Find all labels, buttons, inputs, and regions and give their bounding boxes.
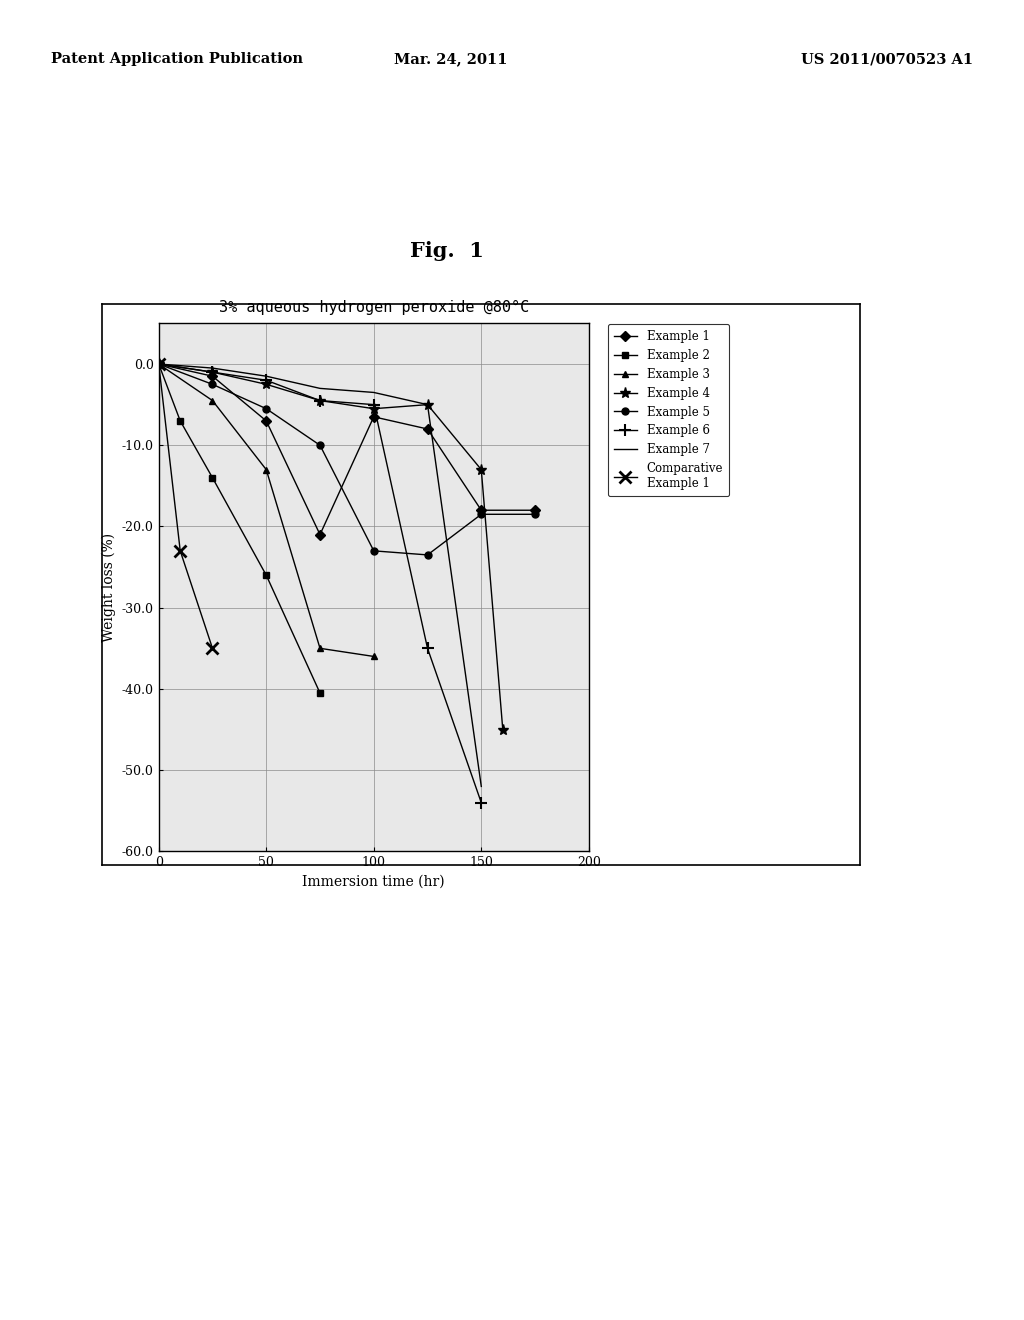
- Example 6: [260, 372, 272, 388]
- Example 7: [475, 779, 487, 795]
- Text: US 2011/0070523 A1: US 2011/0070523 A1: [801, 53, 973, 66]
- Example 4: [475, 462, 487, 478]
- Example 6: [153, 356, 165, 372]
- Example 5: [422, 546, 434, 562]
- Example 4: [206, 364, 219, 380]
- Text: Mar. 24, 2011: Mar. 24, 2011: [394, 53, 507, 66]
- Example 5: [528, 507, 541, 523]
- Comparative
Example 1: [174, 543, 186, 558]
- Example 3: [153, 356, 165, 372]
- Line: Comparative
Example 1: Comparative Example 1: [154, 359, 218, 653]
- Example 1: [368, 409, 380, 425]
- Example 7: [368, 384, 380, 400]
- Comparative
Example 1: [153, 356, 165, 372]
- Example 1: [528, 503, 541, 519]
- Example 1: [475, 503, 487, 519]
- Example 1: [422, 421, 434, 437]
- Example 7: [153, 356, 165, 372]
- Line: Example 4: Example 4: [154, 359, 508, 735]
- Example 4: [313, 392, 326, 408]
- Comparative
Example 1: [206, 640, 219, 656]
- Line: Example 2: Example 2: [156, 360, 324, 697]
- Example 4: [260, 376, 272, 392]
- Example 2: [153, 356, 165, 372]
- Example 2: [206, 470, 219, 486]
- Example 3: [260, 462, 272, 478]
- Example 5: [368, 543, 380, 558]
- Example 3: [368, 648, 380, 664]
- Line: Example 7: Example 7: [159, 364, 481, 787]
- Example 2: [174, 413, 186, 429]
- Line: Example 1: Example 1: [156, 360, 539, 539]
- Example 1: [260, 413, 272, 429]
- Example 3: [206, 392, 219, 408]
- Line: Example 6: Example 6: [154, 359, 486, 808]
- Example 6: [206, 364, 219, 380]
- Example 6: [368, 397, 380, 413]
- Example 6: [422, 640, 434, 656]
- X-axis label: Immersion time (hr): Immersion time (hr): [302, 875, 445, 888]
- Example 6: [313, 392, 326, 408]
- Example 4: [153, 356, 165, 372]
- Example 1: [313, 527, 326, 543]
- Line: Example 5: Example 5: [156, 360, 539, 558]
- Example 1: [153, 356, 165, 372]
- Example 5: [313, 437, 326, 453]
- Legend: Example 1, Example 2, Example 3, Example 4, Example 5, Example 6, Example 7, Com: Example 1, Example 2, Example 3, Example…: [607, 323, 729, 496]
- Example 7: [313, 380, 326, 396]
- Y-axis label: Weight loss (%): Weight loss (%): [102, 533, 117, 642]
- Example 5: [153, 356, 165, 372]
- Example 7: [206, 360, 219, 376]
- Example 5: [206, 376, 219, 392]
- Example 4: [422, 397, 434, 413]
- Example 5: [260, 401, 272, 417]
- Example 1: [206, 368, 219, 384]
- Line: Example 3: Example 3: [156, 360, 377, 660]
- Text: Fig.  1: Fig. 1: [410, 240, 483, 261]
- Example 2: [313, 685, 326, 701]
- Example 6: [475, 795, 487, 810]
- Example 7: [260, 368, 272, 384]
- Example 4: [368, 401, 380, 417]
- Example 7: [422, 397, 434, 413]
- Title: 3% aqueous hydrogen peroxide @80°C: 3% aqueous hydrogen peroxide @80°C: [219, 300, 528, 315]
- Example 2: [260, 568, 272, 583]
- Text: Patent Application Publication: Patent Application Publication: [51, 53, 303, 66]
- Example 4: [497, 722, 509, 738]
- Example 5: [475, 507, 487, 523]
- Example 3: [313, 640, 326, 656]
